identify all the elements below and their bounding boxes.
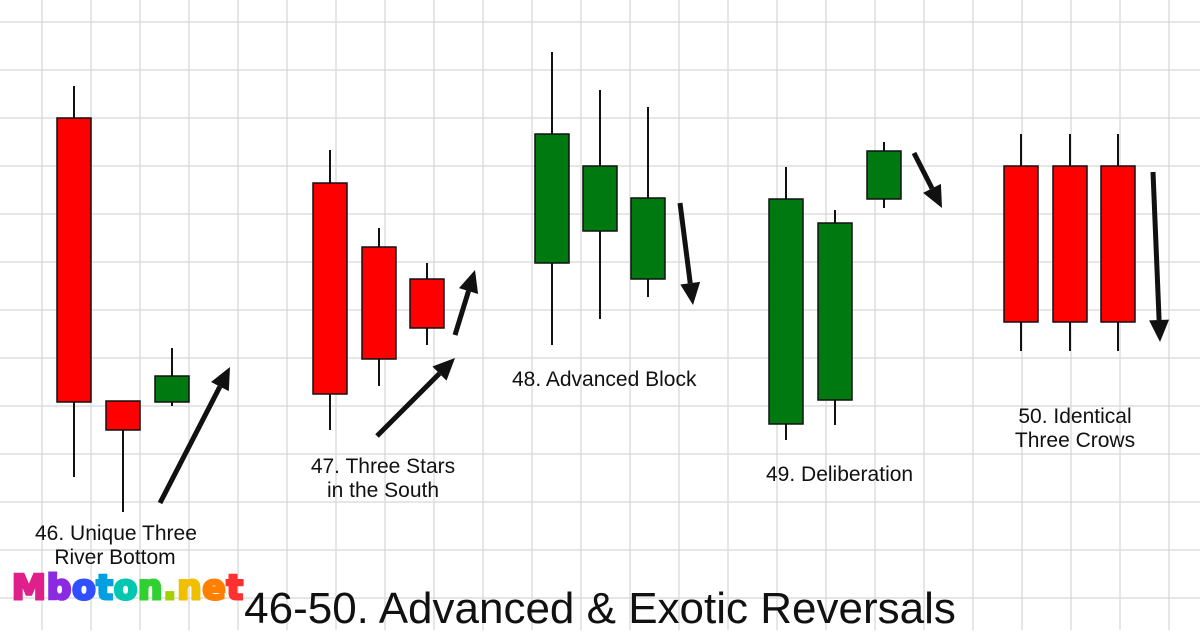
bearish-candle (409, 263, 445, 345)
candle-body (312, 182, 348, 395)
bearish-candle (1052, 134, 1088, 351)
candle-body (1100, 165, 1136, 323)
logo-watermark: Mboton.net (11, 567, 245, 610)
bullish-candle (768, 167, 804, 440)
direction-arrow (157, 367, 230, 505)
candle-body (361, 246, 397, 360)
arrow-head (1149, 319, 1170, 342)
arrow-shaft (452, 290, 471, 336)
bullish-candle (154, 348, 190, 406)
bearish-candle (1003, 134, 1039, 351)
arrow-head (923, 183, 942, 208)
label-line: 49. Deliberation (766, 463, 914, 486)
diagram-title: 46-50. Advanced & Exotic Reversals (244, 584, 956, 633)
candle-body (105, 400, 141, 431)
label-pattern-46: 46. Unique Three River Bottom (35, 522, 197, 570)
candle-body (582, 165, 618, 232)
arrow-head (211, 367, 230, 392)
bearish-candle (56, 86, 92, 477)
direction-arrow (1149, 171, 1170, 342)
label-pattern-50: 50. Identical Three Crows (995, 405, 1155, 453)
candle-body (817, 222, 853, 401)
label-pattern-48: 48. Advanced Block (512, 368, 696, 392)
candle-body (630, 197, 666, 280)
direction-arrow (911, 151, 942, 208)
candle-body (534, 133, 570, 264)
label-pattern-47: 47. Three Stars in the South (300, 455, 466, 503)
label-line: River Bottom (54, 546, 176, 569)
bullish-candle (582, 90, 618, 319)
label-pattern-49: 49. Deliberation (766, 463, 913, 487)
bullish-candle (817, 210, 853, 425)
candle-body (409, 278, 445, 329)
arrow-head (680, 281, 701, 305)
candle-body (866, 150, 902, 200)
arrow-head (458, 270, 479, 294)
arrow-shaft (677, 202, 693, 284)
label-line: 46. Unique Three (35, 522, 197, 545)
label-line: 48. Advanced Block (512, 368, 697, 391)
candle-body (1052, 165, 1088, 323)
arrow-shaft (911, 151, 935, 190)
candle-body (154, 375, 190, 403)
bearish-candle (105, 400, 141, 512)
label-line: in the South (326, 479, 440, 502)
candle-body (56, 117, 92, 403)
direction-arrow (677, 202, 701, 305)
label-line: 47. Three Stars (310, 455, 456, 478)
bullish-candle (866, 142, 902, 208)
arrow-head (432, 358, 455, 381)
bullish-candle (630, 107, 666, 297)
candle-body (768, 198, 804, 425)
direction-arrow (375, 358, 455, 438)
label-line: 50. Identical (1018, 405, 1132, 428)
label-line: Three Crows (1014, 429, 1136, 452)
direction-arrow (452, 270, 479, 336)
arrow-shaft (1150, 171, 1162, 321)
candle-body (1003, 165, 1039, 323)
bearish-candle (361, 228, 397, 386)
arrow-shaft (375, 371, 442, 438)
arrow-shaft (157, 385, 223, 505)
bullish-candle (534, 52, 570, 345)
bearish-candle (312, 150, 348, 430)
bearish-candle (1100, 134, 1136, 351)
